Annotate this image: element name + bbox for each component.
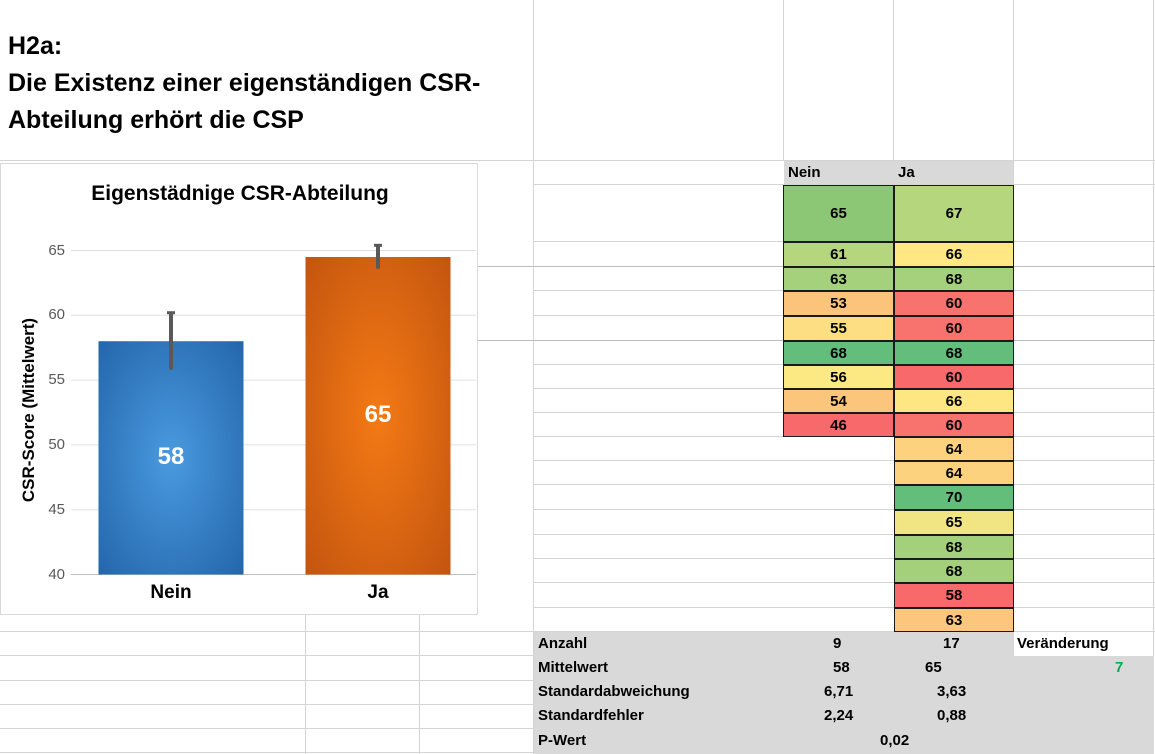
x-tick-label: Ja (367, 581, 389, 603)
ja-value-cell[interactable]: 70 (894, 485, 1014, 510)
ja-value-cell[interactable]: 64 (894, 437, 1014, 461)
mittelwert-ja[interactable]: 65 (925, 659, 942, 676)
label-anzahl[interactable]: Anzahl (538, 635, 588, 652)
bar-nein (98, 341, 244, 575)
ja-value-cell[interactable]: 67 (894, 185, 1014, 242)
anzahl-ja[interactable]: 17 (943, 635, 960, 652)
ja-value-cell[interactable]: 68 (894, 535, 1014, 559)
ja-value-cell[interactable]: 60 (894, 413, 1014, 437)
ja-value-cell[interactable]: 64 (894, 461, 1014, 485)
nein-value-cell[interactable]: 61 (783, 242, 894, 267)
ja-value-cell[interactable]: 66 (894, 242, 1014, 267)
nein-value-cell[interactable]: 65 (783, 185, 894, 242)
ja-value-cell[interactable]: 68 (894, 559, 1014, 583)
data-label-nein: 58 (157, 442, 185, 470)
heading-hypothesis: H2a: (8, 32, 63, 60)
chart-plot-area (71, 243, 476, 575)
heading-line-2: Die Existenz einer eigenständigen CSR- (8, 69, 481, 97)
bar-chart[interactable]: Eigenstädnige CSR-Abteilung CSR-Score (M… (0, 163, 478, 615)
heading-line-3: Abteilung erhört die CSP (8, 106, 304, 134)
veraenderung-value[interactable]: 7 (1115, 659, 1124, 676)
y-tick-label: 45 (48, 500, 65, 518)
standardfehler-ja[interactable]: 0,88 (937, 707, 967, 724)
nein-value-cell[interactable]: 55 (783, 316, 894, 341)
ja-value-cell[interactable]: 58 (894, 583, 1014, 608)
ja-value-cell[interactable]: 60 (894, 291, 1014, 316)
bar-ja (305, 256, 451, 575)
ja-value-cell[interactable]: 63 (894, 608, 1014, 632)
ja-value-cell[interactable]: 68 (894, 267, 1014, 291)
nein-value-cell[interactable]: 56 (783, 365, 894, 389)
ja-value-cell[interactable]: 68 (894, 341, 1014, 365)
data-label-ja: 65 (364, 400, 392, 428)
ja-value-cell[interactable]: 65 (894, 510, 1014, 535)
nein-value-cell[interactable]: 68 (783, 341, 894, 365)
standardabweichung-nein[interactable]: 6,71 (824, 683, 854, 700)
p-wert-value[interactable]: 0,02 (880, 732, 910, 749)
nein-value-cell[interactable]: 54 (783, 389, 894, 413)
nein-value-cell[interactable]: 63 (783, 267, 894, 291)
column-header-nein[interactable]: Nein (788, 164, 821, 181)
label-standardfehler[interactable]: Standardfehler (538, 707, 644, 724)
y-tick-label: 55 (48, 371, 65, 389)
label-p-wert[interactable]: P-Wert (538, 732, 587, 749)
ja-value-cell[interactable]: 66 (894, 389, 1014, 413)
label-mittelwert[interactable]: Mittelwert (538, 659, 609, 676)
ja-value-cell[interactable]: 60 (894, 316, 1014, 341)
nein-value-cell[interactable]: 46 (783, 413, 894, 437)
ja-value-cell[interactable]: 60 (894, 365, 1014, 389)
label-veraenderung[interactable]: Veränderung (1017, 635, 1109, 652)
nein-value-cell[interactable]: 53 (783, 291, 894, 316)
mittelwert-nein[interactable]: 58 (833, 659, 850, 676)
y-tick-label: 40 (48, 565, 65, 583)
y-tick-label: 65 (48, 241, 65, 259)
y-tick-label: 50 (48, 435, 65, 453)
y-tick-label: 60 (48, 306, 65, 324)
column-header-ja[interactable]: Ja (898, 164, 915, 181)
label-standardabweichung[interactable]: Standardabweichung (538, 683, 690, 700)
standardfehler-nein[interactable]: 2,24 (824, 707, 854, 724)
anzahl-nein[interactable]: 9 (833, 635, 842, 652)
x-tick-label: Nein (150, 581, 192, 603)
standardabweichung-ja[interactable]: 3,63 (937, 683, 967, 700)
chart-title: Eigenstädnige CSR-Abteilung (91, 182, 389, 205)
